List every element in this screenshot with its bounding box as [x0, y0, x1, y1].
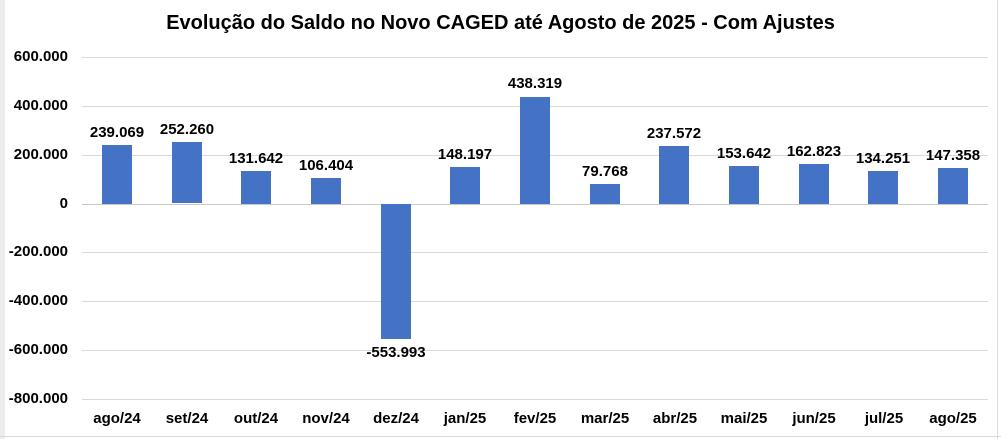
bar-data-label: 252.260 — [159, 121, 215, 138]
y-axis-tick-label: -400.000 — [8, 292, 68, 309]
x-axis-category-label: mai/25 — [720, 410, 768, 427]
y-axis-tick-label: -200.000 — [8, 243, 68, 260]
x-axis-category-label: out/24 — [233, 410, 279, 427]
zero-axis-line — [82, 204, 988, 205]
bar-data-label: 79.768 — [582, 163, 628, 180]
bar-ago/25[interactable] — [938, 167, 968, 204]
x-axis-category-label: dez/24 — [373, 410, 419, 427]
bar-data-label: 153.642 — [716, 145, 772, 162]
x-axis-category-label: ago/25 — [929, 410, 977, 427]
bar-nov/24[interactable] — [311, 177, 341, 204]
chart-title: Evolução do Saldo no Novo CAGED até Agos… — [166, 12, 835, 34]
bar-data-label: 134.251 — [855, 150, 911, 167]
bar-mai/25[interactable] — [729, 166, 759, 204]
bar-data-label: 131.642 — [228, 150, 284, 167]
x-axis-category-label: fev/25 — [513, 410, 557, 427]
x-axis-category-label: jan/25 — [443, 410, 487, 427]
grid-line — [82, 301, 988, 302]
bar-mar/25[interactable] — [590, 184, 620, 204]
bar-abr/25[interactable] — [659, 145, 689, 204]
bar-data-label: 148.197 — [437, 146, 493, 163]
x-axis-category-label: jun/25 — [792, 410, 836, 427]
y-axis-tick-label: -600.000 — [8, 341, 68, 358]
y-axis-tick-label: 200.000 — [13, 146, 68, 163]
y-axis-tick-label: -800.000 — [8, 390, 68, 407]
grid-line — [82, 57, 988, 58]
x-axis-category-label: mar/25 — [580, 410, 630, 427]
x-axis-category-label: nov/24 — [302, 410, 350, 427]
bar-data-label: -553.993 — [366, 344, 426, 361]
window-right-edge — [997, 0, 998, 439]
window-left-edge — [0, 0, 5, 439]
grid-line — [82, 350, 988, 351]
bar-data-label: 106.404 — [298, 157, 354, 174]
x-axis-category-label: ago/24 — [93, 410, 141, 427]
x-axis-category-label: set/24 — [165, 410, 209, 427]
bar-data-label: 162.823 — [786, 143, 842, 160]
grid-line — [82, 252, 988, 253]
bar-jun/25[interactable] — [799, 163, 829, 204]
window-bottom-edge — [0, 436, 1001, 437]
grid-line — [82, 399, 988, 400]
bar-out/24[interactable] — [241, 171, 271, 204]
bar-data-label: 239.069 — [89, 124, 145, 141]
y-axis-tick-label: 600.000 — [13, 48, 68, 65]
bar-data-label: 147.358 — [925, 147, 981, 164]
bar-jan/25[interactable] — [450, 167, 480, 204]
x-axis-category-label: jul/25 — [864, 410, 904, 427]
y-axis-tick-label: 0 — [59, 195, 68, 212]
bar-data-label: 438.319 — [507, 75, 563, 92]
bar-set/24[interactable] — [172, 141, 202, 204]
bar-ago/24[interactable] — [102, 145, 132, 204]
x-axis-category-label: abr/25 — [652, 410, 698, 427]
bar-data-label: 237.572 — [646, 125, 702, 142]
bar-dez/24[interactable] — [381, 203, 411, 339]
bar-fev/25[interactable] — [520, 96, 550, 204]
bar-jul/25[interactable] — [868, 170, 898, 204]
y-axis-tick-label: 400.000 — [13, 97, 68, 114]
